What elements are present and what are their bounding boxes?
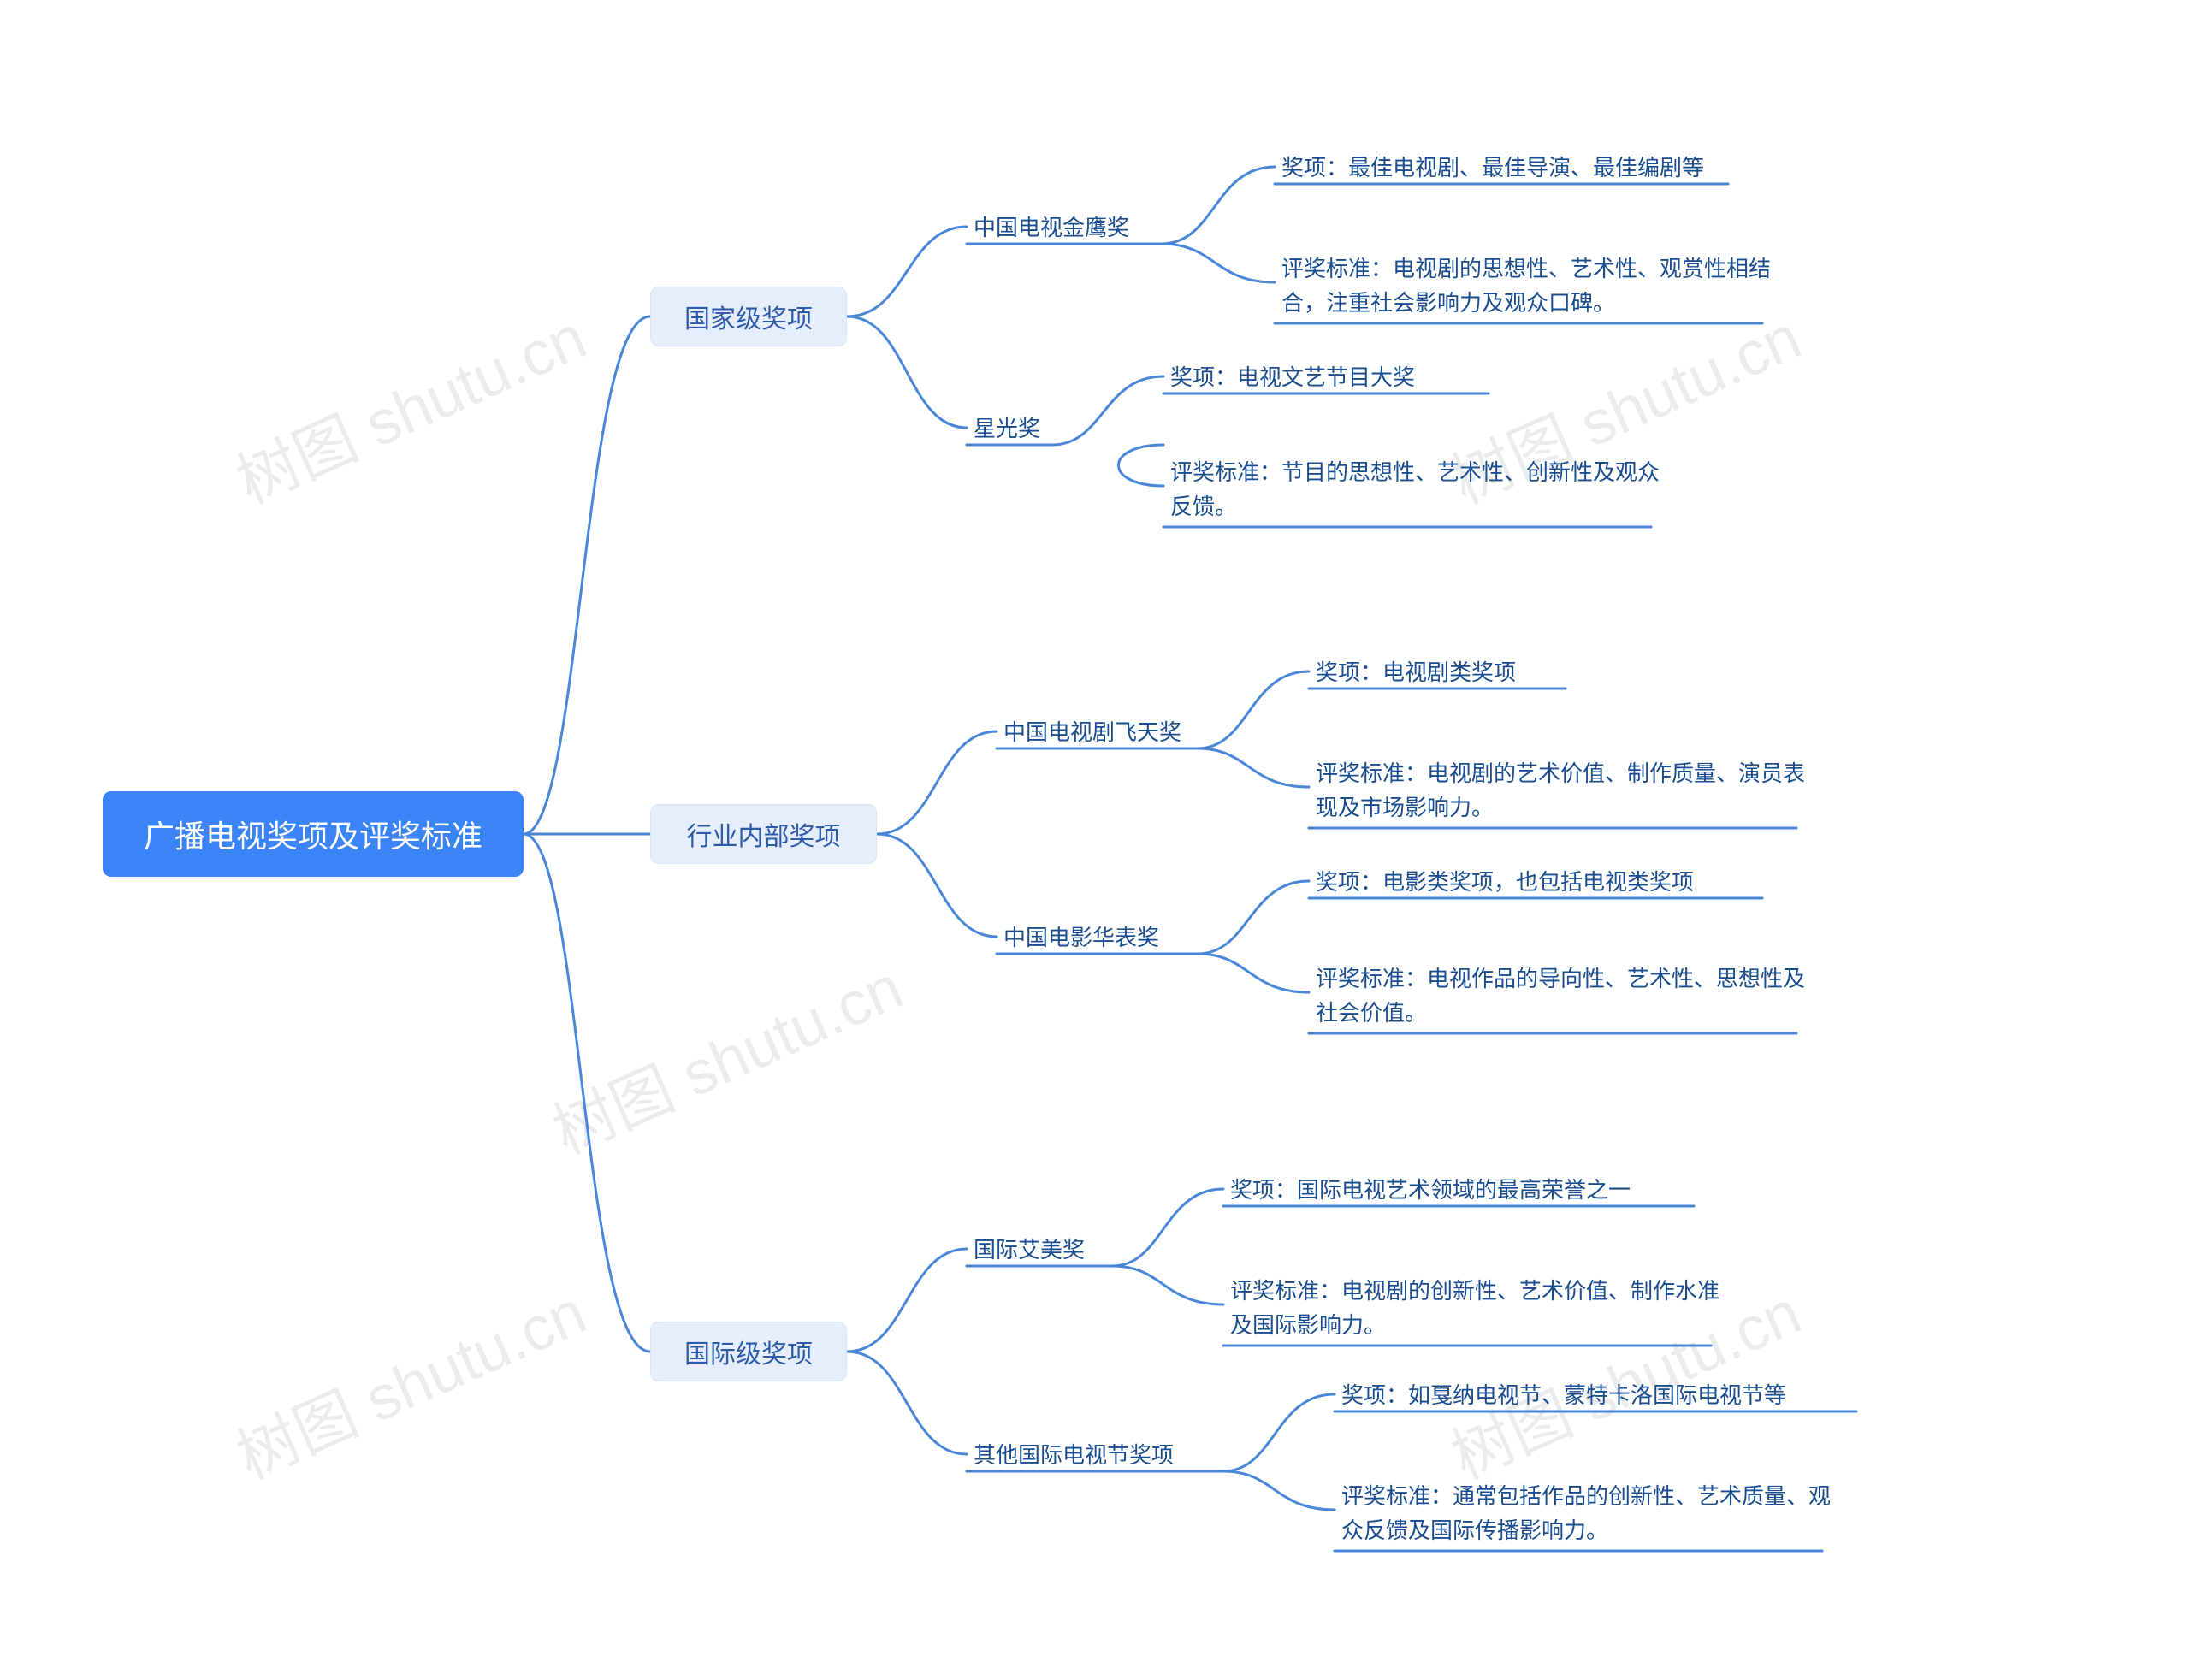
branch-label: 国际级奖项: [684, 1333, 813, 1370]
leaf-node[interactable]: 评奖标准：电视作品的导向性、艺术性、思想性及社会价值。: [1312, 956, 1808, 1036]
node-label: 星光奖: [974, 411, 1040, 443]
node-label: 评奖标准：电视剧的思想性、艺术性、观赏性相结合，注重社会影响力及观众口碑。: [1281, 251, 1771, 321]
node-label: 评奖标准：电视作品的导向性、艺术性、思想性及社会价值。: [1316, 961, 1805, 1031]
node-label: 奖项：如戛纳电视节、蒙特卡洛国际电视节等: [1341, 1378, 1786, 1412]
watermark: 树图 shutu.cn: [221, 1263, 598, 1496]
award-xingguang[interactable]: 星光奖: [970, 406, 1044, 448]
branch-label: 国家级奖项: [684, 298, 813, 335]
mindmap-canvas: 树图 shutu.cn 树图 shutu.cn 树图 shutu.cn 树图 s…: [0, 0, 2190, 1680]
root-label: 广播电视奖项及评奖标准: [144, 812, 482, 856]
leaf-node[interactable]: 评奖标准：节目的思想性、艺术性、创新性及观众反馈。: [1167, 450, 1663, 529]
branch-industry[interactable]: 行业内部奖项: [650, 804, 877, 864]
branch-label: 行业内部奖项: [687, 815, 841, 853]
leaf-node[interactable]: 奖项：如戛纳电视节、蒙特卡洛国际电视节等: [1338, 1373, 1885, 1417]
node-label: 其他国际电视节奖项: [974, 1438, 1174, 1470]
leaf-node[interactable]: 奖项：电影类奖项，也包括电视类奖项: [1312, 860, 1791, 904]
node-label: 奖项：最佳电视剧、最佳导演、最佳编剧等: [1281, 151, 1704, 185]
award-emmy[interactable]: 国际艾美奖: [970, 1227, 1088, 1269]
award-feitian[interactable]: 中国电视剧飞天奖: [1000, 710, 1185, 752]
node-label: 评奖标准：电视剧的创新性、艺术价值、制作水准及国际影响力。: [1230, 1274, 1719, 1343]
branch-international[interactable]: 国际级奖项: [650, 1322, 847, 1381]
leaf-node[interactable]: 奖项：国际电视艺术领域的最高荣誉之一: [1227, 1168, 1723, 1212]
leaf-node[interactable]: 评奖标准：电视剧的艺术价值、制作质量、演员表现及市场影响力。: [1312, 751, 1808, 831]
leaf-node[interactable]: 奖项：电视剧类奖项: [1312, 650, 1603, 695]
leaf-node[interactable]: 评奖标准：电视剧的创新性、艺术价值、制作水准及国际影响力。: [1227, 1269, 1723, 1348]
watermark: 树图 shutu.cn: [537, 938, 914, 1171]
node-label: 中国电视金鹰奖: [974, 210, 1129, 242]
leaf-node[interactable]: 奖项：电视文艺节目大奖: [1167, 355, 1526, 399]
leaf-node[interactable]: 评奖标准：电视剧的思想性、艺术性、观赏性相结合，注重社会影响力及观众口碑。: [1278, 246, 1774, 326]
node-label: 奖项：电影类奖项，也包括电视类奖项: [1316, 865, 1694, 899]
node-label: 评奖标准：节目的思想性、艺术性、创新性及观众反馈。: [1170, 455, 1660, 524]
award-other-intl[interactable]: 其他国际电视节奖项: [970, 1433, 1177, 1475]
award-jinying[interactable]: 中国电视金鹰奖: [970, 205, 1133, 247]
watermark: 树图 shutu.cn: [221, 287, 598, 521]
node-label: 评奖标准：电视剧的艺术价值、制作质量、演员表现及市场影响力。: [1316, 756, 1805, 825]
leaf-node[interactable]: 奖项：最佳电视剧、最佳导演、最佳编剧等: [1278, 145, 1757, 190]
node-label: 国际艾美奖: [974, 1233, 1085, 1264]
node-label: 评奖标准：通常包括作品的创新性、艺术质量、观众反馈及国际传播影响力。: [1341, 1479, 1831, 1548]
node-label: 奖项：电视文艺节目大奖: [1170, 360, 1415, 394]
root-node[interactable]: 广播电视奖项及评奖标准: [103, 791, 524, 877]
node-label: 中国电影华表奖: [1003, 920, 1159, 952]
node-label: 中国电视剧飞天奖: [1003, 715, 1181, 747]
leaf-node[interactable]: 评奖标准：通常包括作品的创新性、艺术质量、观众反馈及国际传播影响力。: [1338, 1474, 1834, 1553]
node-label: 奖项：电视剧类奖项: [1316, 655, 1516, 689]
node-label: 奖项：国际电视艺术领域的最高荣誉之一: [1230, 1173, 1631, 1207]
award-huabiao[interactable]: 中国电影华表奖: [1000, 915, 1163, 957]
branch-national[interactable]: 国家级奖项: [650, 287, 847, 346]
